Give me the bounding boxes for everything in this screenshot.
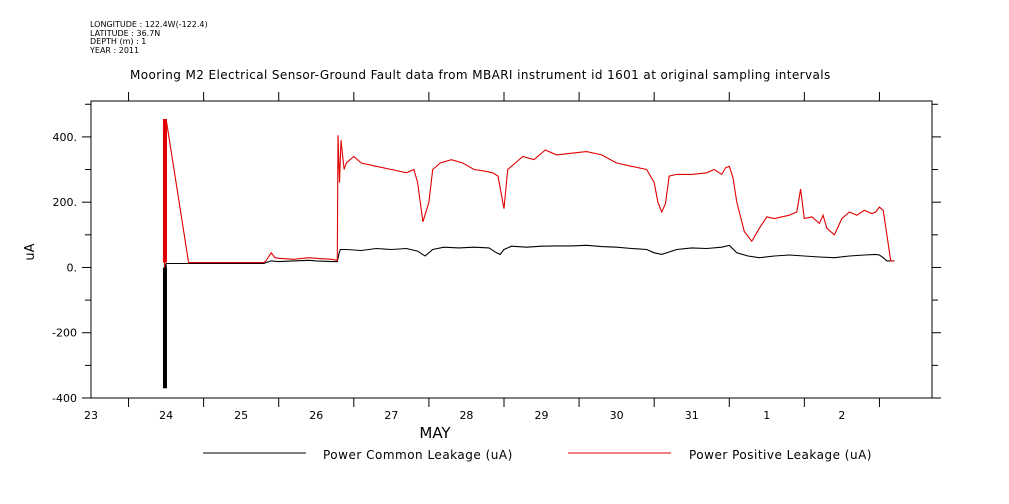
meta-longitude: LONGITUDE : 122.4W(-122.4) xyxy=(90,20,208,29)
legend-label: Power Positive Leakage (uA) xyxy=(689,448,872,462)
y-tick-label: -200 xyxy=(52,327,77,340)
plot-frame xyxy=(90,100,933,399)
series-layer xyxy=(162,118,895,389)
metadata-block: LONGITUDE : 122.4W(-122.4) LATITUDE : 36… xyxy=(90,20,208,55)
legend-label: Power Common Leakage (uA) xyxy=(323,448,513,462)
y-tick-label: 200. xyxy=(53,196,78,209)
series-line-power-positive-leakage xyxy=(164,118,895,268)
y-tick-label: -400 xyxy=(52,392,77,405)
chart-title: Mooring M2 Electrical Sensor-Ground Faul… xyxy=(130,68,831,82)
meta-year: YEAR : 2011 xyxy=(90,45,140,55)
x-tick-label: 29 xyxy=(535,409,549,422)
x-tick-label: 2 xyxy=(838,409,845,422)
x-tick-label: 25 xyxy=(234,409,248,422)
x-tick-label: 26 xyxy=(309,409,323,422)
meta-latitude: LATITUDE : 36.7N xyxy=(90,28,161,38)
x-tick-label: 30 xyxy=(610,409,624,422)
y-tick-label: 0. xyxy=(67,261,78,274)
x-tick-label: 23 xyxy=(84,409,98,422)
x-tick-label: 24 xyxy=(159,409,173,422)
x-tick-label: 28 xyxy=(459,409,473,422)
series-line-power-common-leakage xyxy=(164,244,895,389)
axis-ticks: -400 -200 0. 200. 400. 23 24 25 26 27 28 29 30 31 1 2 xyxy=(52,92,941,422)
y-axis-label: uA xyxy=(23,243,38,260)
y-tick-label: 400. xyxy=(53,131,78,144)
x-tick-label: 1 xyxy=(763,409,770,422)
x-tick-label: 27 xyxy=(384,409,398,422)
legend: Power Common Leakage (uA) Power Positive … xyxy=(203,448,872,462)
x-axis-label: MAY xyxy=(419,424,451,442)
meta-depth: DEPTH (m) : 1 xyxy=(90,37,147,46)
x-tick-label: 31 xyxy=(685,409,699,422)
